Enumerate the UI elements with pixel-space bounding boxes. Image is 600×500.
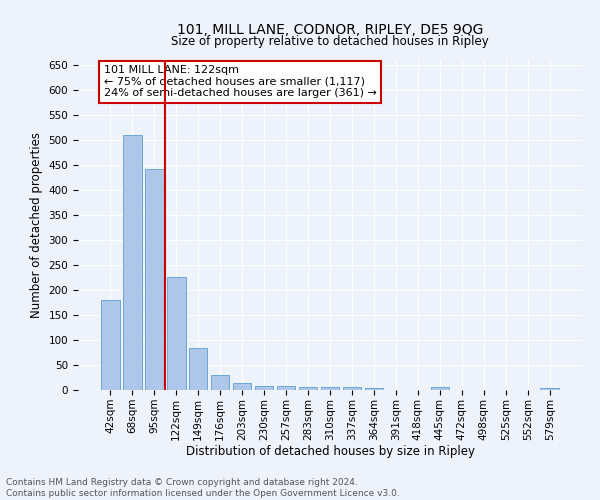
Bar (431, 387, 449, 390)
Bar (233, 382, 251, 390)
Text: Size of property relative to detached houses in Ripley: Size of property relative to detached ho… (171, 35, 489, 48)
Bar (123, 135, 142, 390)
Bar (541, 388, 559, 390)
Bar (255, 386, 274, 390)
X-axis label: Distribution of detached houses by size in Ripley: Distribution of detached houses by size … (185, 446, 475, 458)
Bar (101, 300, 119, 390)
Bar (145, 168, 164, 390)
Bar (211, 375, 229, 390)
Text: Contains HM Land Registry data © Crown copyright and database right 2024.
Contai: Contains HM Land Registry data © Crown c… (6, 478, 400, 498)
Bar (277, 386, 295, 390)
Bar (320, 386, 340, 390)
Y-axis label: Number of detached properties: Number of detached properties (30, 132, 43, 318)
Text: 101, MILL LANE, CODNOR, RIPLEY, DE5 9QG: 101, MILL LANE, CODNOR, RIPLEY, DE5 9QG (177, 22, 483, 36)
Bar (167, 276, 185, 390)
Bar (299, 386, 317, 390)
Bar (365, 388, 383, 390)
Bar (343, 387, 361, 390)
Text: 101 MILL LANE: 122sqm
← 75% of detached houses are smaller (1,117)
24% of semi-d: 101 MILL LANE: 122sqm ← 75% of detached … (104, 65, 377, 98)
Bar (189, 348, 208, 390)
